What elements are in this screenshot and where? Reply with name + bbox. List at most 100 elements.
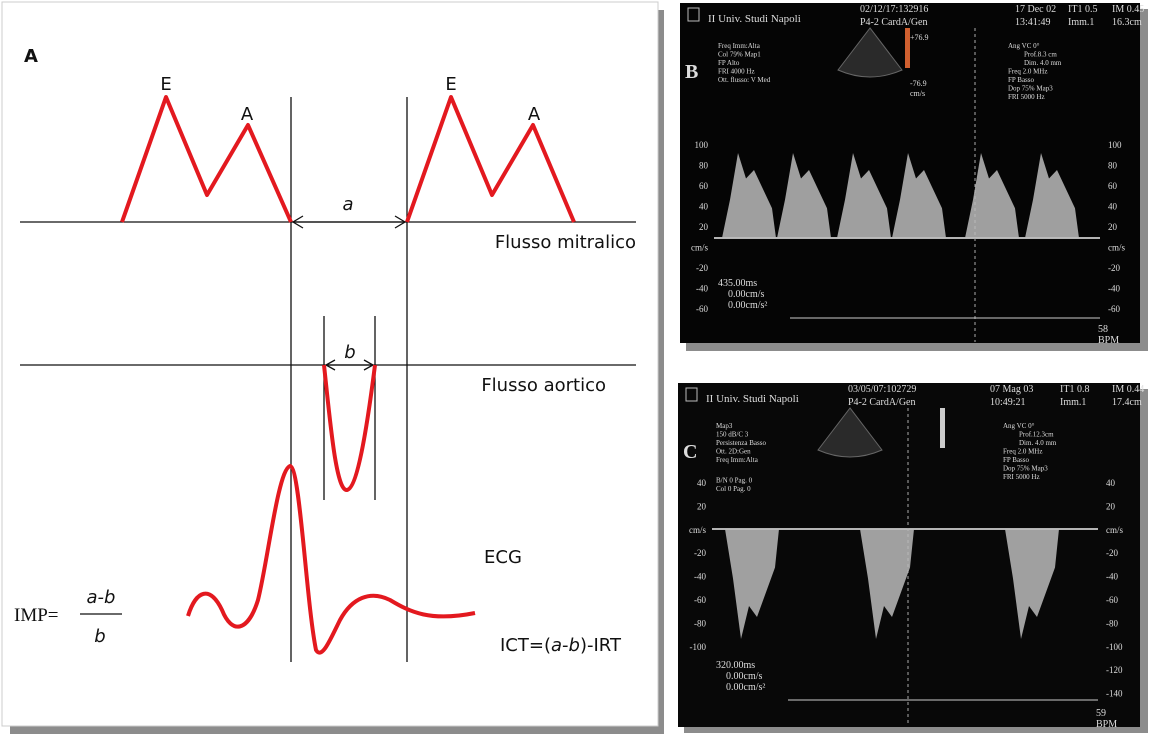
image-text: Map3 xyxy=(716,422,733,430)
image-text: -40 xyxy=(1108,284,1120,294)
image-text: 40 xyxy=(699,202,709,212)
image-text: -100 xyxy=(1106,642,1123,652)
image-text: Dop 75% Map3 xyxy=(1008,85,1053,93)
image-text: 17 Dec 02 xyxy=(1015,4,1056,15)
image-text: IM 0.44 xyxy=(1112,384,1144,395)
formula-part: a xyxy=(551,635,562,656)
image-text: Ang VC 0° xyxy=(1008,42,1040,50)
image-text: -60 xyxy=(694,595,706,605)
image-text: cm/s xyxy=(910,89,925,98)
image-text: II Univ. Studi Napoli xyxy=(708,13,801,25)
image-text: 13:41:49 xyxy=(1015,17,1051,28)
image-text: -60 xyxy=(696,304,708,314)
image-text: 40 xyxy=(1108,202,1118,212)
interval-label: a xyxy=(342,194,353,215)
image-text: -140 xyxy=(1106,689,1123,699)
image-text: 150 dB/C 3 xyxy=(716,431,749,439)
image-text: cm/s xyxy=(1108,243,1125,253)
image-text: B xyxy=(685,61,698,83)
formula-part: )-IRT xyxy=(580,635,622,656)
image-text: FP Basso xyxy=(1003,456,1030,464)
image-text: IT1 0.8 xyxy=(1060,384,1089,395)
image-text: Col 79% Map1 xyxy=(718,51,761,59)
image-text: -100 xyxy=(690,642,707,652)
image-text: 16.3cm xyxy=(1112,17,1142,28)
formula: a-b xyxy=(87,587,116,608)
formula-part: ICT=( xyxy=(500,635,551,656)
image-text: FRI 5000 Hz xyxy=(1008,93,1045,101)
image-text: 0.00cm/s xyxy=(726,671,762,682)
image-text: Freq 2.0 MHz xyxy=(1008,68,1047,76)
image-text: 59 xyxy=(1096,708,1106,719)
image-text: 0.00cm/s² xyxy=(726,682,765,693)
image-text: Ott. flusso: V Med xyxy=(718,76,771,84)
image-text: 80 xyxy=(699,161,709,171)
image-text: 80 xyxy=(1108,161,1118,171)
interval-label: b xyxy=(344,342,355,363)
image-text: 40 xyxy=(697,478,707,488)
image-text: -20 xyxy=(1108,263,1120,273)
image-text: 02/12/17:132916 xyxy=(860,4,928,15)
image-text: 0.00cm/s xyxy=(728,289,764,300)
image-text: Dim. 4.0 mm xyxy=(1019,439,1057,447)
image-text: 07 Mag 03 xyxy=(990,384,1033,395)
image-text: Freq 2.0 MHz xyxy=(1003,448,1042,456)
image-text: Dim. 4.0 mm xyxy=(1024,59,1062,67)
image-text: Imm.1 xyxy=(1068,17,1094,28)
wave-label: E xyxy=(160,74,171,95)
image-text: B/N 0 Pag. 0 xyxy=(716,477,753,485)
formula: ICT=(a-b)-IRT xyxy=(500,635,622,656)
image-text: 435.00ms xyxy=(718,278,757,289)
panel-a xyxy=(2,2,658,726)
image-text: 100 xyxy=(695,140,709,150)
image-text: Dop 75% Map3 xyxy=(1003,465,1048,473)
figure: A E A E A a b Flusso mitralico Flusso ao… xyxy=(0,0,1154,736)
formula-part: b xyxy=(569,635,580,656)
image-text: 60 xyxy=(699,181,709,191)
image-text: cm/s xyxy=(691,243,708,253)
trace-label: Flusso mitralico xyxy=(495,232,636,253)
image-text: 20 xyxy=(697,501,707,511)
wave-label: A xyxy=(528,104,541,125)
image-text: -40 xyxy=(694,572,706,582)
image-text: Freq Imm:Alta xyxy=(718,42,761,50)
image-text: 20 xyxy=(699,222,709,232)
image-text: 0.00cm/s² xyxy=(728,300,767,311)
image-text: -80 xyxy=(694,618,706,628)
image-text: -40 xyxy=(696,284,708,294)
image-text: Freq Imm:Alta xyxy=(716,456,759,464)
image-text: Ang VC 0° xyxy=(1003,422,1035,430)
image-text: 03/05/07:102729 xyxy=(848,384,916,395)
image-text: FRI 5000 Hz xyxy=(1003,473,1040,481)
image-text: 10:49:21 xyxy=(990,397,1026,408)
image-text: Col 0 Pag. 0 xyxy=(716,485,751,493)
image-text: 17.4cm xyxy=(1112,397,1142,408)
panel-label: A xyxy=(24,46,38,67)
image-text: II Univ. Studi Napoli xyxy=(706,393,799,405)
image-text: P4-2 CardA/Gen xyxy=(848,397,916,408)
image-text: 320.00ms xyxy=(716,660,755,671)
formula: b xyxy=(94,626,105,647)
image-text: FP Alto xyxy=(718,59,740,67)
image-text: Prof.8.3 cm xyxy=(1024,51,1057,59)
image-text: IM 0.45 xyxy=(1112,4,1144,15)
image-text: 58 xyxy=(1098,324,1108,335)
formula: IMP= xyxy=(14,605,59,626)
image-text: 40 xyxy=(1106,478,1116,488)
image-text: Prof.12.3cm xyxy=(1019,431,1054,439)
image-text: FRI 4000 Hz xyxy=(718,68,755,76)
image-text: C xyxy=(683,441,697,463)
image-text: 100 xyxy=(1108,140,1122,150)
trace-label: ECG xyxy=(484,547,522,568)
image-text: 60 xyxy=(1108,181,1118,191)
image-text: -80 xyxy=(1106,618,1118,628)
image-text: -20 xyxy=(696,263,708,273)
image-text: 20 xyxy=(1106,501,1116,511)
image-text: -60 xyxy=(1106,595,1118,605)
image-text: Imm.1 xyxy=(1060,397,1086,408)
image-text: Persistenza Basso xyxy=(716,439,766,447)
trace-label: Flusso aortico xyxy=(481,375,606,396)
image-text: -60 xyxy=(1108,304,1120,314)
image-text: IT1 0.5 xyxy=(1068,4,1097,15)
image-text: Ott. 2D:Gen xyxy=(716,448,751,456)
